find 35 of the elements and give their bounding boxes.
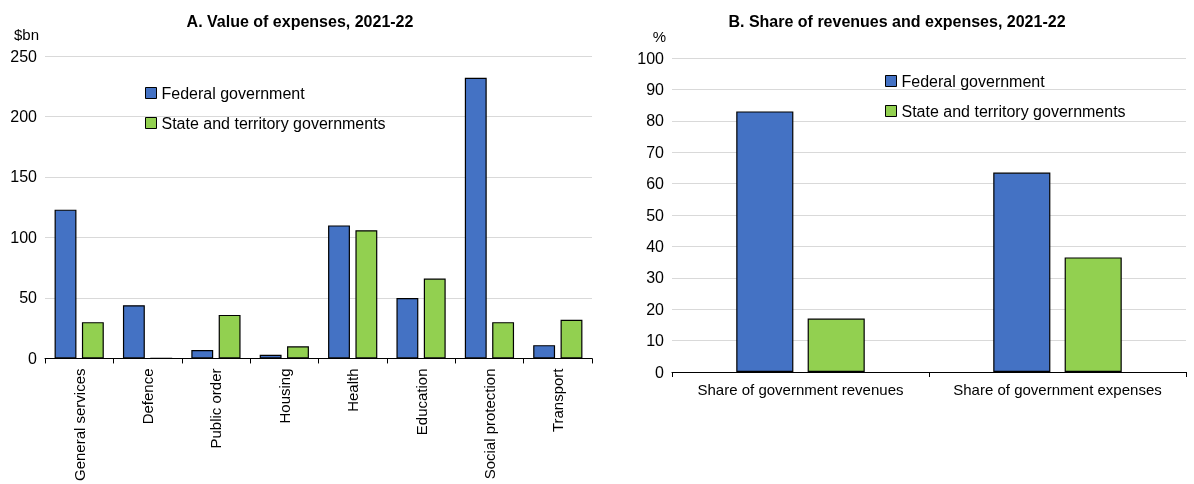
x-tick-label: General services <box>70 368 88 481</box>
x-tick-label: Defence <box>139 368 157 425</box>
legend-label: Federal government <box>161 84 306 102</box>
y-tick-label: 40 <box>646 237 665 255</box>
y-tick-label: 90 <box>646 80 665 98</box>
y-tick-label: 100 <box>637 49 665 67</box>
legend-label: Federal government <box>901 72 1046 90</box>
y-tick-label: 80 <box>646 112 665 130</box>
x-tick-label: Health <box>344 368 362 412</box>
y-tick-label: 30 <box>646 269 665 287</box>
y-tick-label: 250 <box>10 47 38 65</box>
y-tick-label: 10 <box>646 332 665 350</box>
y-tick-label: 0 <box>655 363 665 381</box>
y-axis-title: % <box>652 28 666 45</box>
x-tick-label: Education <box>412 368 430 436</box>
chart-title: A. Value of expenses, 2021-22 <box>186 12 414 30</box>
x-tick-label: Share of government expenses <box>953 381 1162 398</box>
y-tick-label: 200 <box>10 107 38 125</box>
y-tick-label: 70 <box>646 143 665 161</box>
legend-label: State and territory governments <box>901 102 1126 120</box>
y-tick-label: 60 <box>646 175 665 193</box>
x-tick-label: Share of government revenues <box>697 381 904 398</box>
x-tick-label: Public order <box>207 368 225 449</box>
y-tick-label: 50 <box>646 206 665 224</box>
chart-title: B. Share of revenues and expenses, 2021-22 <box>728 12 1066 30</box>
x-tick-label: Social protection <box>480 368 498 480</box>
x-tick-label: Transport <box>549 367 567 433</box>
y-tick-label: 100 <box>10 228 38 246</box>
legend-label: State and territory governments <box>161 114 386 132</box>
y-tick-label: 20 <box>646 300 665 318</box>
x-tick-label: Housing <box>275 368 293 424</box>
y-tick-label: 0 <box>28 349 38 367</box>
y-axis-title: $bn <box>13 26 39 43</box>
y-tick-label: 150 <box>10 168 38 186</box>
y-tick-label: 50 <box>19 289 38 307</box>
